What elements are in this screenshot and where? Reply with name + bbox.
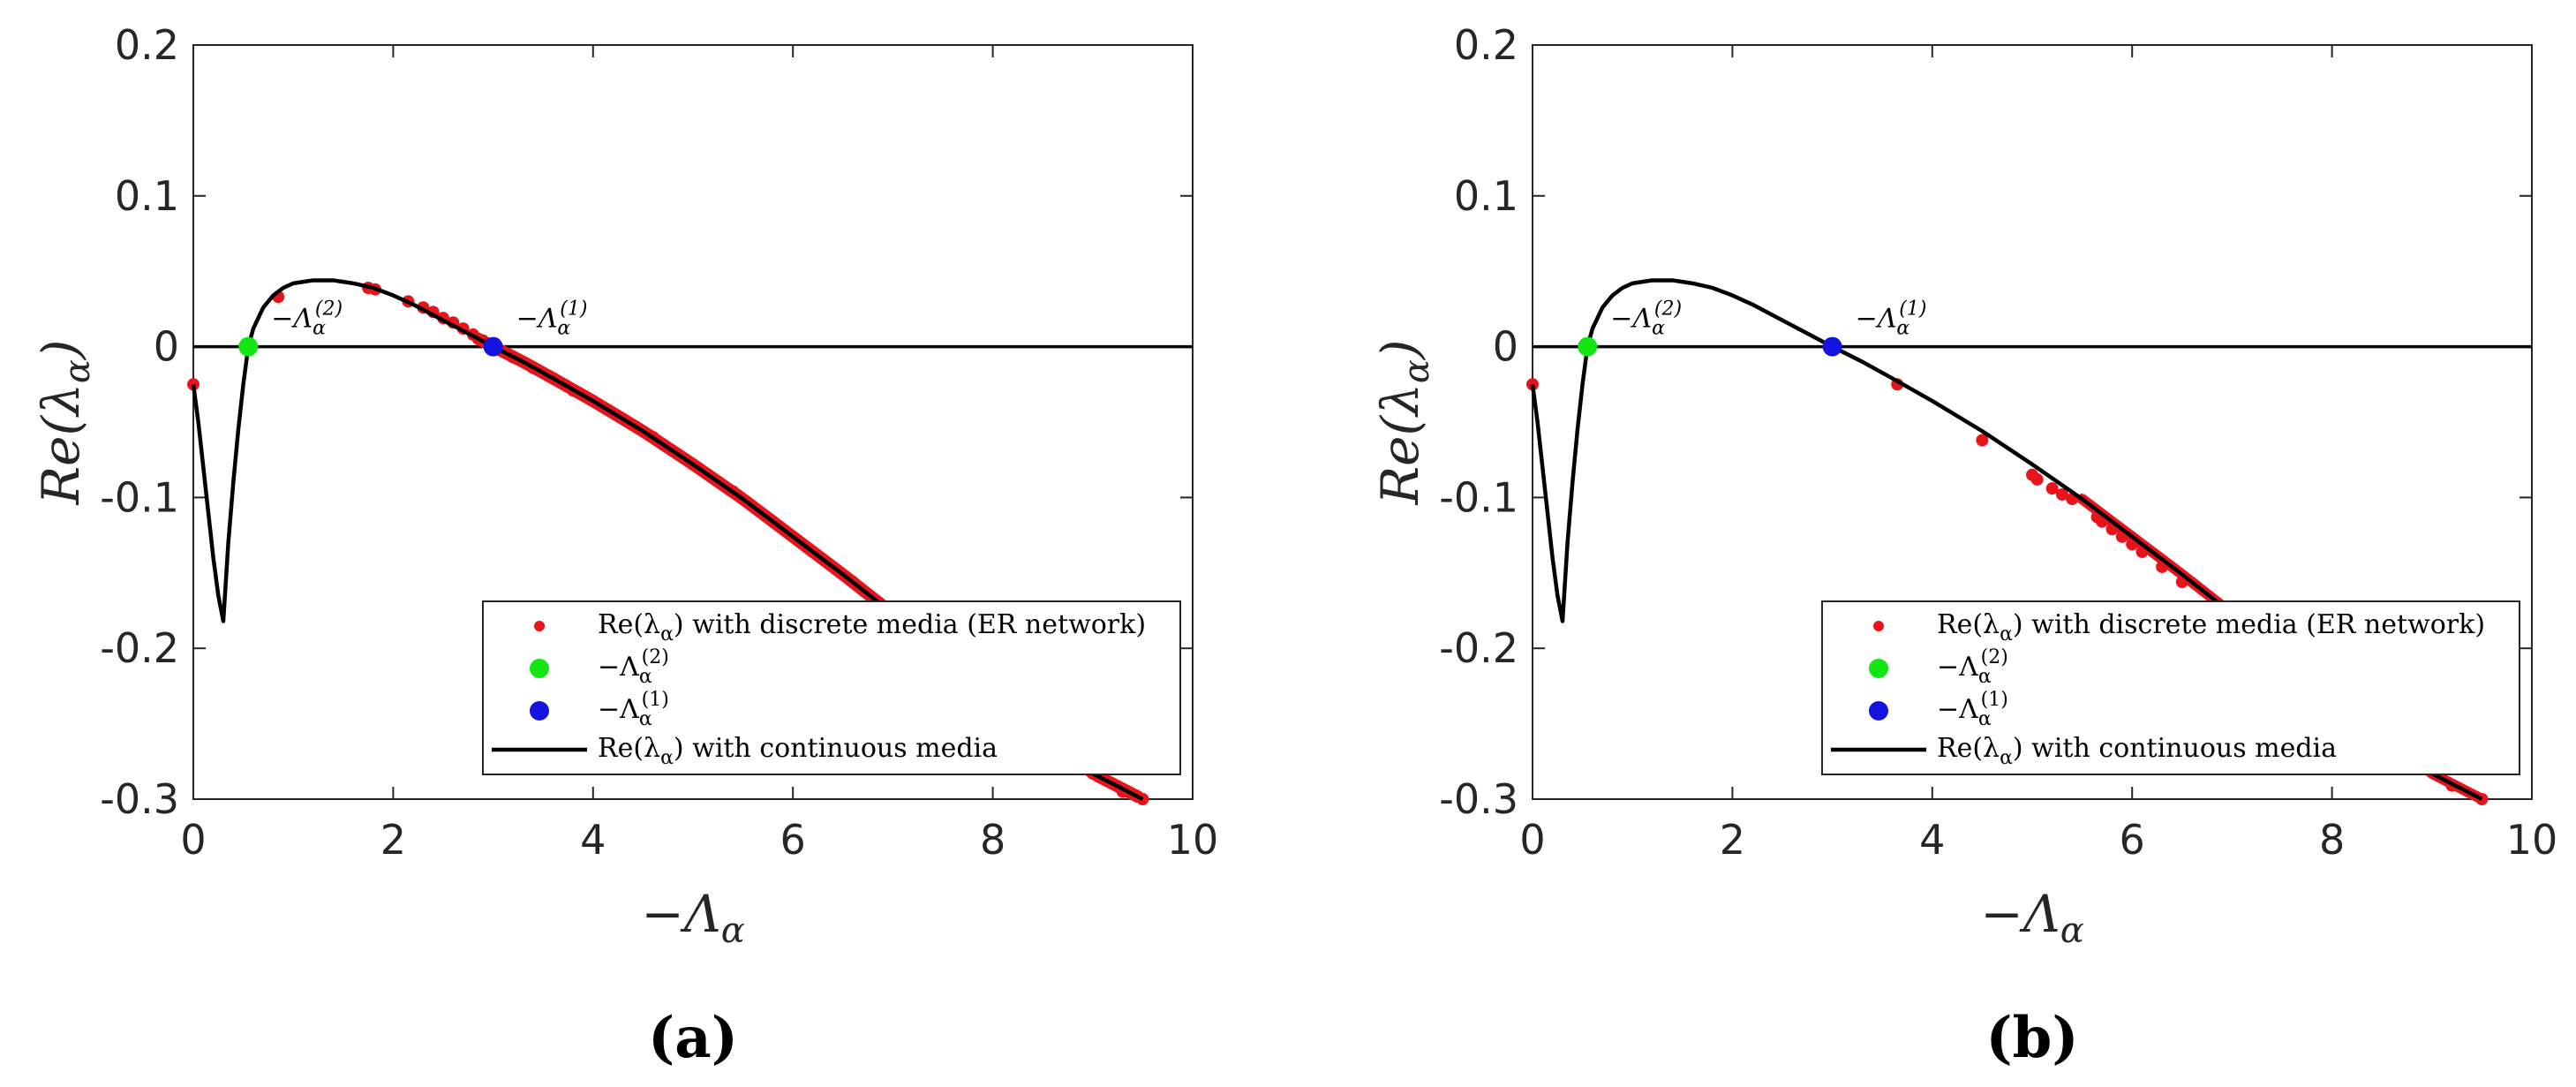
legend-symbol-lambda1 (530, 701, 549, 721)
y-tick-label: 0.1 (1454, 172, 1518, 220)
x-tick-label: 10 (1167, 816, 1219, 864)
x-tick-label: 6 (780, 816, 806, 864)
legend-box (1821, 600, 2520, 775)
x-tick-label: 8 (980, 816, 1006, 864)
discrete-point (2045, 482, 2059, 495)
x-tick-label: 2 (1720, 816, 1745, 864)
x-tick-label: 8 (2319, 816, 2345, 864)
lambda2-annotation: −Λα(2) (271, 298, 343, 340)
x-tick-label: 6 (2120, 816, 2145, 864)
panel-label: (a) (648, 1005, 738, 1071)
legend-symbol-lambda2 (530, 659, 549, 678)
y-axis-label: Re(λα) (1370, 339, 1437, 505)
panel-label: (b) (1985, 1005, 2078, 1071)
lambda2-annotation: −Λα(2) (1610, 298, 1682, 340)
chart-panel-b: 0 2 4 6 8 10 0.2 0.1 0 -0.1 -0.2 -0.3 −Λα Re(λα) (b) −Λ… (1370, 21, 2557, 1071)
discrete-point (2030, 472, 2044, 486)
lambda2-marker (238, 336, 259, 357)
legend-entry-lambda2: −Λα(2) (598, 646, 669, 688)
y-tick-label: -0.3 (100, 775, 179, 823)
legend-entry-continuous: Re(λα) with continuous media (598, 733, 998, 769)
discrete-point (2055, 487, 2068, 501)
y-tick-label: 0.1 (115, 172, 179, 220)
chart-panel-a: 0 2 4 6 8 10 0.2 0.1 0 -0.1 -0.2 -0.3 −Λα Re(λα) (a) −Λ… (31, 21, 1218, 1071)
legend: Re(λα) with discrete media (ER network)−… (482, 600, 1181, 775)
lambda1-marker (1822, 336, 1842, 357)
x-tick-label: 0 (180, 816, 206, 864)
legend-symbol-lambda1 (1869, 701, 1888, 721)
y-tick-label: -0.2 (1439, 624, 1518, 672)
y-tick-label: 0 (154, 323, 179, 371)
lambda1-marker (483, 336, 503, 357)
x-tick-label: 10 (2506, 816, 2558, 864)
lambda1-annotation: −Λα(1) (516, 298, 588, 340)
legend-symbol-lambda2 (1869, 659, 1888, 678)
y-tick-label: 0 (1493, 323, 1518, 371)
legend-symbol-discrete (1873, 621, 1884, 631)
legend-entry-continuous: Re(λα) with continuous media (1937, 733, 2337, 769)
lambda1-annotation: −Λα(1) (1856, 298, 1927, 340)
continuous-line (1530, 278, 2483, 802)
legend: Re(λα) with discrete media (ER network)−… (1821, 600, 2520, 775)
x-tick-label: 2 (380, 816, 406, 864)
x-tick-label: 0 (1519, 816, 1545, 864)
legend-symbol-discrete (534, 621, 545, 631)
y-tick-label: 0.2 (115, 21, 179, 69)
legend-box (482, 600, 1181, 775)
y-tick-label: -0.2 (100, 624, 179, 672)
y-tick-label: -0.3 (1439, 775, 1518, 823)
x-tick-label: 4 (1919, 816, 1945, 864)
discrete-point (1976, 434, 1989, 447)
legend-entry-lambda1: −Λα(1) (1937, 689, 2008, 730)
y-tick-label: 0.2 (1454, 21, 1518, 69)
lambda2-marker (1578, 336, 1598, 357)
x-axis-label: −Λα (1980, 884, 2084, 951)
legend-entry-lambda2: −Λα(2) (1937, 646, 2008, 688)
legend-entry-discrete: Re(λα) with discrete media (ER network) (598, 609, 1146, 645)
x-tick-label: 4 (580, 816, 606, 864)
legend-entry-discrete: Re(λα) with discrete media (ER network) (1937, 609, 2485, 645)
continuous-line (191, 278, 1144, 802)
legend-entry-lambda1: −Λα(1) (598, 689, 669, 730)
x-axis-label: −Λα (641, 884, 745, 951)
y-axis-label: Re(λα) (31, 339, 98, 505)
y-tick-label: -0.1 (1439, 473, 1518, 521)
y-tick-label: -0.1 (100, 473, 179, 521)
